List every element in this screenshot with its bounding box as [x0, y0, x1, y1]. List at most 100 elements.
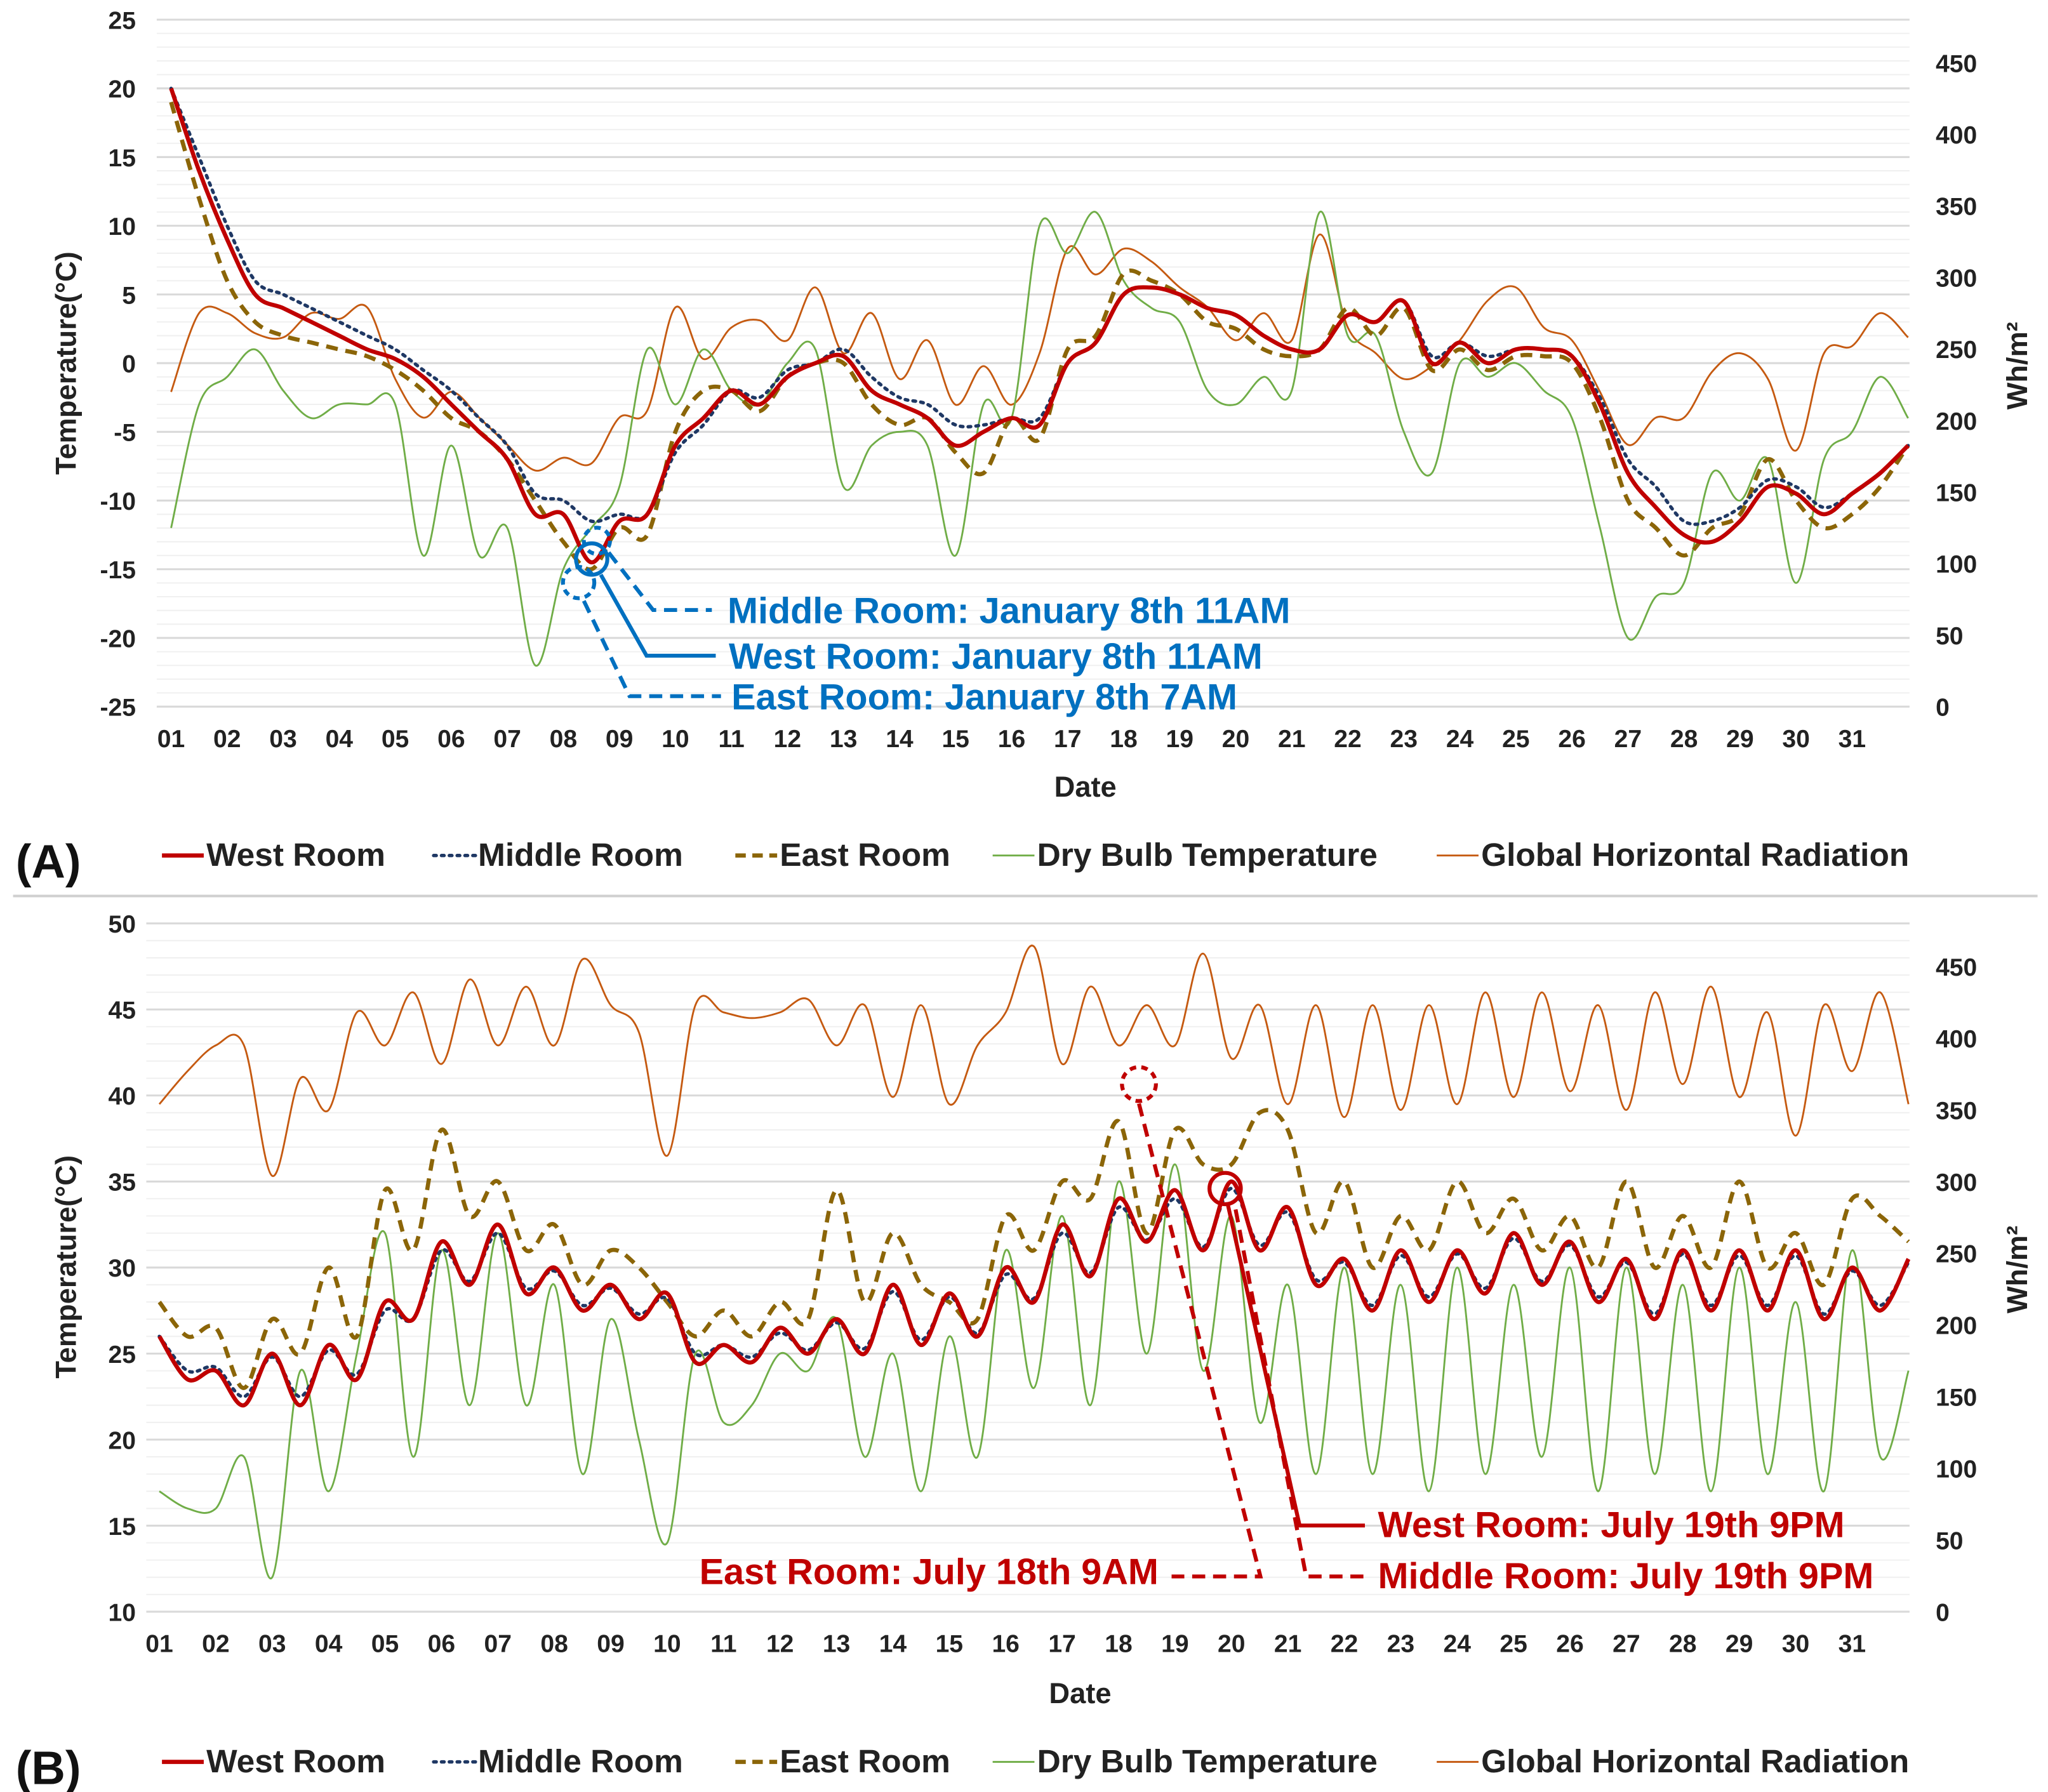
x-tick-label: 12 — [774, 726, 801, 753]
panel-label: (A) — [16, 835, 81, 888]
y-tick-label: -20 — [100, 625, 135, 653]
y-tick-label: 25 — [109, 7, 136, 34]
x-tick-label: 28 — [1669, 1631, 1696, 1658]
y-tick-label: 20 — [109, 76, 136, 103]
x-tick-label: 13 — [823, 1631, 850, 1658]
x-tick-label: 24 — [1443, 1631, 1471, 1658]
series-line-middle-room — [169, 86, 1910, 526]
legend-label: West Room — [206, 836, 385, 873]
x-tick-label: 10 — [662, 726, 689, 753]
x-tick-label: 01 — [157, 726, 185, 753]
y-tick-label: 0 — [122, 350, 136, 378]
y-tick-label: 15 — [109, 145, 136, 172]
series-line-east-room — [169, 101, 1910, 572]
panel-b-annotations: West Room: July 19th 9PM Middle Room: Ju… — [700, 1065, 1873, 1596]
y-tick-label: 30 — [109, 1255, 136, 1282]
y-right-axis-label: Wh/m² — [2001, 1226, 2033, 1313]
x-tick-label: 04 — [315, 1631, 343, 1658]
x-tick-label: 06 — [428, 1631, 455, 1658]
x-tick-label: 30 — [1782, 1631, 1809, 1658]
y-tick-label: -10 — [100, 488, 135, 515]
x-tick-label: 04 — [326, 726, 354, 753]
series-line-global-horizontal-radiation — [158, 945, 1910, 1177]
x-tick-label: 24 — [1446, 726, 1474, 753]
x-tick-label: 21 — [1274, 1631, 1301, 1658]
y-right-axis-label: Wh/m² — [2001, 322, 2033, 409]
legend-label: Global Horizontal Radiation — [1481, 836, 1909, 873]
x-tick-label: 29 — [1726, 726, 1753, 753]
x-tick-label: 28 — [1670, 726, 1698, 753]
y-tick-label: 15 — [109, 1513, 136, 1541]
x-tick-label: 17 — [1048, 1631, 1075, 1658]
y-right-tick-label: 0 — [1936, 1599, 1950, 1626]
legend-label: East Room — [780, 1742, 950, 1779]
west-room-leader — [1225, 1204, 1365, 1528]
x-tick-label: 11 — [710, 1631, 736, 1658]
x-tick-label: 08 — [550, 726, 577, 753]
y-axis-label: Temperature(°C) — [50, 251, 82, 475]
x-tick-label: 26 — [1556, 1631, 1583, 1658]
x-tick-label: 10 — [653, 1631, 681, 1658]
y-tick-label: -5 — [114, 420, 136, 447]
y-right-tick-label: 400 — [1936, 122, 1977, 149]
legend-label: Dry Bulb Temperature — [1037, 836, 1378, 873]
x-tick-label: 15 — [941, 726, 969, 753]
panel-a-chart: 2520151050-5-10-15-20-254504003503002502… — [16, 7, 2033, 887]
x-tick-label: 27 — [1612, 1631, 1640, 1658]
x-tick-label: 25 — [1502, 726, 1529, 753]
x-tick-label: 13 — [830, 726, 857, 753]
y-right-tick-label: 350 — [1936, 1098, 1977, 1125]
x-tick-label: 20 — [1222, 726, 1249, 753]
east-room-max-marker — [1120, 1065, 1158, 1103]
y-tick-label: 45 — [109, 997, 136, 1025]
legend-label: Dry Bulb Temperature — [1037, 1742, 1378, 1779]
annotation-east-room: East Room: July 18th 9AM — [700, 1552, 1159, 1593]
x-tick-label: 09 — [597, 1631, 624, 1658]
y-right-tick-label: 250 — [1936, 1241, 1977, 1268]
y-tick-label: 40 — [109, 1083, 136, 1110]
west-room-leader — [599, 573, 716, 658]
x-tick-label: 11 — [718, 726, 744, 753]
x-tick-label: 05 — [371, 1631, 399, 1658]
x-tick-label: 06 — [437, 726, 465, 753]
y-tick-label: 35 — [109, 1169, 136, 1197]
x-tick-label: 21 — [1278, 726, 1305, 753]
x-tick-label: 26 — [1558, 726, 1585, 753]
y-tick-label: 20 — [109, 1427, 136, 1454]
east-room-leader — [1137, 1103, 1263, 1579]
x-tick-label: 02 — [202, 1631, 229, 1658]
legend-label: East Room — [780, 836, 950, 873]
west-room-max-marker — [1207, 1171, 1243, 1207]
y-right-tick-label: 100 — [1936, 551, 1977, 578]
y-right-tick-label: 0 — [1936, 694, 1950, 722]
x-tick-label: 03 — [258, 1631, 286, 1658]
y-right-tick-label: 350 — [1936, 194, 1977, 221]
y-tick-label: -15 — [100, 557, 135, 584]
x-tick-label: 27 — [1614, 726, 1642, 753]
x-tick-label: 23 — [1387, 1631, 1414, 1658]
y-right-tick-label: 50 — [1936, 1527, 1963, 1555]
x-tick-label: 16 — [992, 1631, 1019, 1658]
y-right-tick-label: 400 — [1936, 1026, 1977, 1053]
x-tick-label: 15 — [936, 1631, 963, 1658]
x-tick-label: 07 — [493, 726, 521, 753]
x-tick-label: 14 — [886, 726, 914, 753]
x-tick-label: 12 — [766, 1631, 794, 1658]
series-line-west-room — [169, 88, 1910, 565]
panel-b-chart: 5045403530252015104504003503002502001501… — [16, 911, 2033, 1792]
x-tick-label: 22 — [1334, 726, 1361, 753]
panel-a-annotations: Middle Room: January 8th 11AM West Room:… — [561, 526, 1290, 717]
annotation-east-room: East Room: January 8th 7AM — [731, 677, 1237, 717]
series-line-east-room — [157, 1108, 1910, 1390]
y-right-tick-label: 450 — [1936, 954, 1977, 981]
west-room-min-marker — [574, 541, 609, 577]
x-tick-label: 16 — [998, 726, 1025, 753]
panel-label: (B) — [16, 1742, 81, 1792]
y-right-tick-label: 250 — [1936, 336, 1977, 364]
y-axis-label: Temperature(°C) — [50, 1155, 82, 1379]
y-tick-label: 50 — [109, 911, 136, 938]
legend-label: West Room — [206, 1742, 385, 1779]
series-line-global-horizontal-radiation — [170, 233, 1909, 472]
series-line-west-room — [157, 1179, 1911, 1407]
series-line-dry-bulb-temperature — [159, 1163, 1910, 1580]
